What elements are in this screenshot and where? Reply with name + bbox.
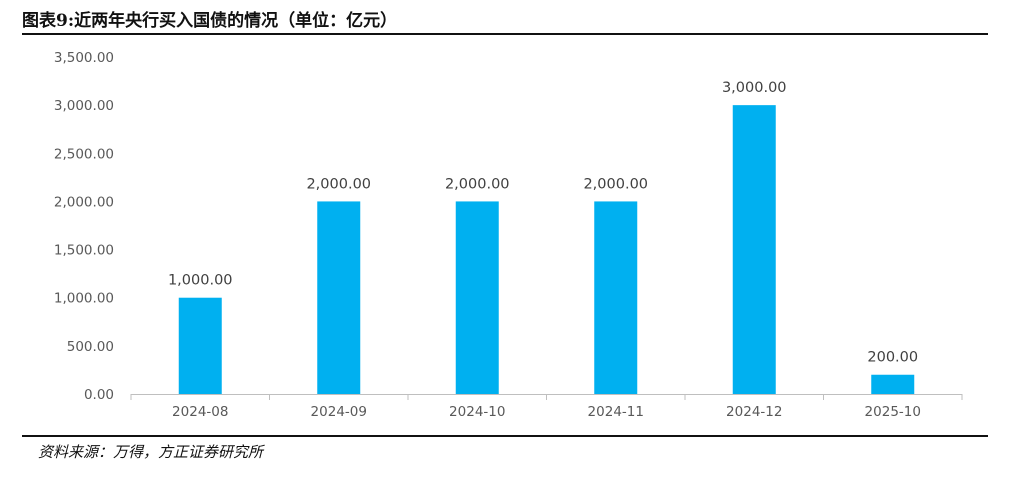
data-label: 2,000.00 (306, 176, 371, 192)
bar-series (178, 105, 915, 395)
y-tick-label: 3,000.00 (54, 98, 114, 114)
data-label: 2,000.00 (445, 176, 510, 192)
data-labels: 1,000.00 2,000.00 2,000.00 2,000.00 3,000.00… (168, 80, 918, 366)
top-rule (22, 33, 988, 35)
y-tick-label: 1,000.00 (54, 291, 114, 307)
chart-title: 图表9:近两年央行买入国债的情况（单位：亿元） (22, 11, 398, 31)
data-label: 2,000.00 (583, 176, 648, 192)
y-tick-label: 0.00 (84, 387, 114, 403)
bar (178, 297, 222, 394)
y-tick-label: 1,500.00 (54, 243, 114, 259)
x-tick-label: 2024-10 (449, 404, 505, 420)
data-label: 3,000.00 (722, 80, 787, 96)
bar (455, 201, 499, 394)
x-tick-label: 2024-08 (172, 404, 228, 420)
x-tick-label: 2024-11 (588, 404, 644, 420)
bottom-rule (22, 435, 988, 437)
data-label: 200.00 (867, 350, 918, 366)
y-tick-label: 2,000.00 (54, 194, 114, 210)
bar (732, 105, 776, 395)
bar (317, 201, 361, 394)
data-label: 1,000.00 (168, 273, 233, 289)
y-axis: 0.00 500.00 1,000.00 1,500.00 2,000.00 2,500.… (54, 50, 114, 403)
x-tick-label: 2025-10 (865, 404, 921, 420)
source-note: 资料来源：万得，方正证券研究所 (38, 443, 264, 461)
x-tick-label: 2024-12 (726, 404, 782, 420)
y-tick-label: 500.00 (67, 339, 114, 355)
y-tick-label: 3,500.00 (54, 50, 114, 66)
bar (871, 374, 915, 394)
x-axis: 2024-08 2024-09 2024-10 2024-11 2024-12 2025-… (130, 394, 963, 420)
y-tick-label: 2,500.00 (54, 146, 114, 162)
bar (594, 201, 638, 394)
x-tick-label: 2024-09 (311, 404, 367, 420)
